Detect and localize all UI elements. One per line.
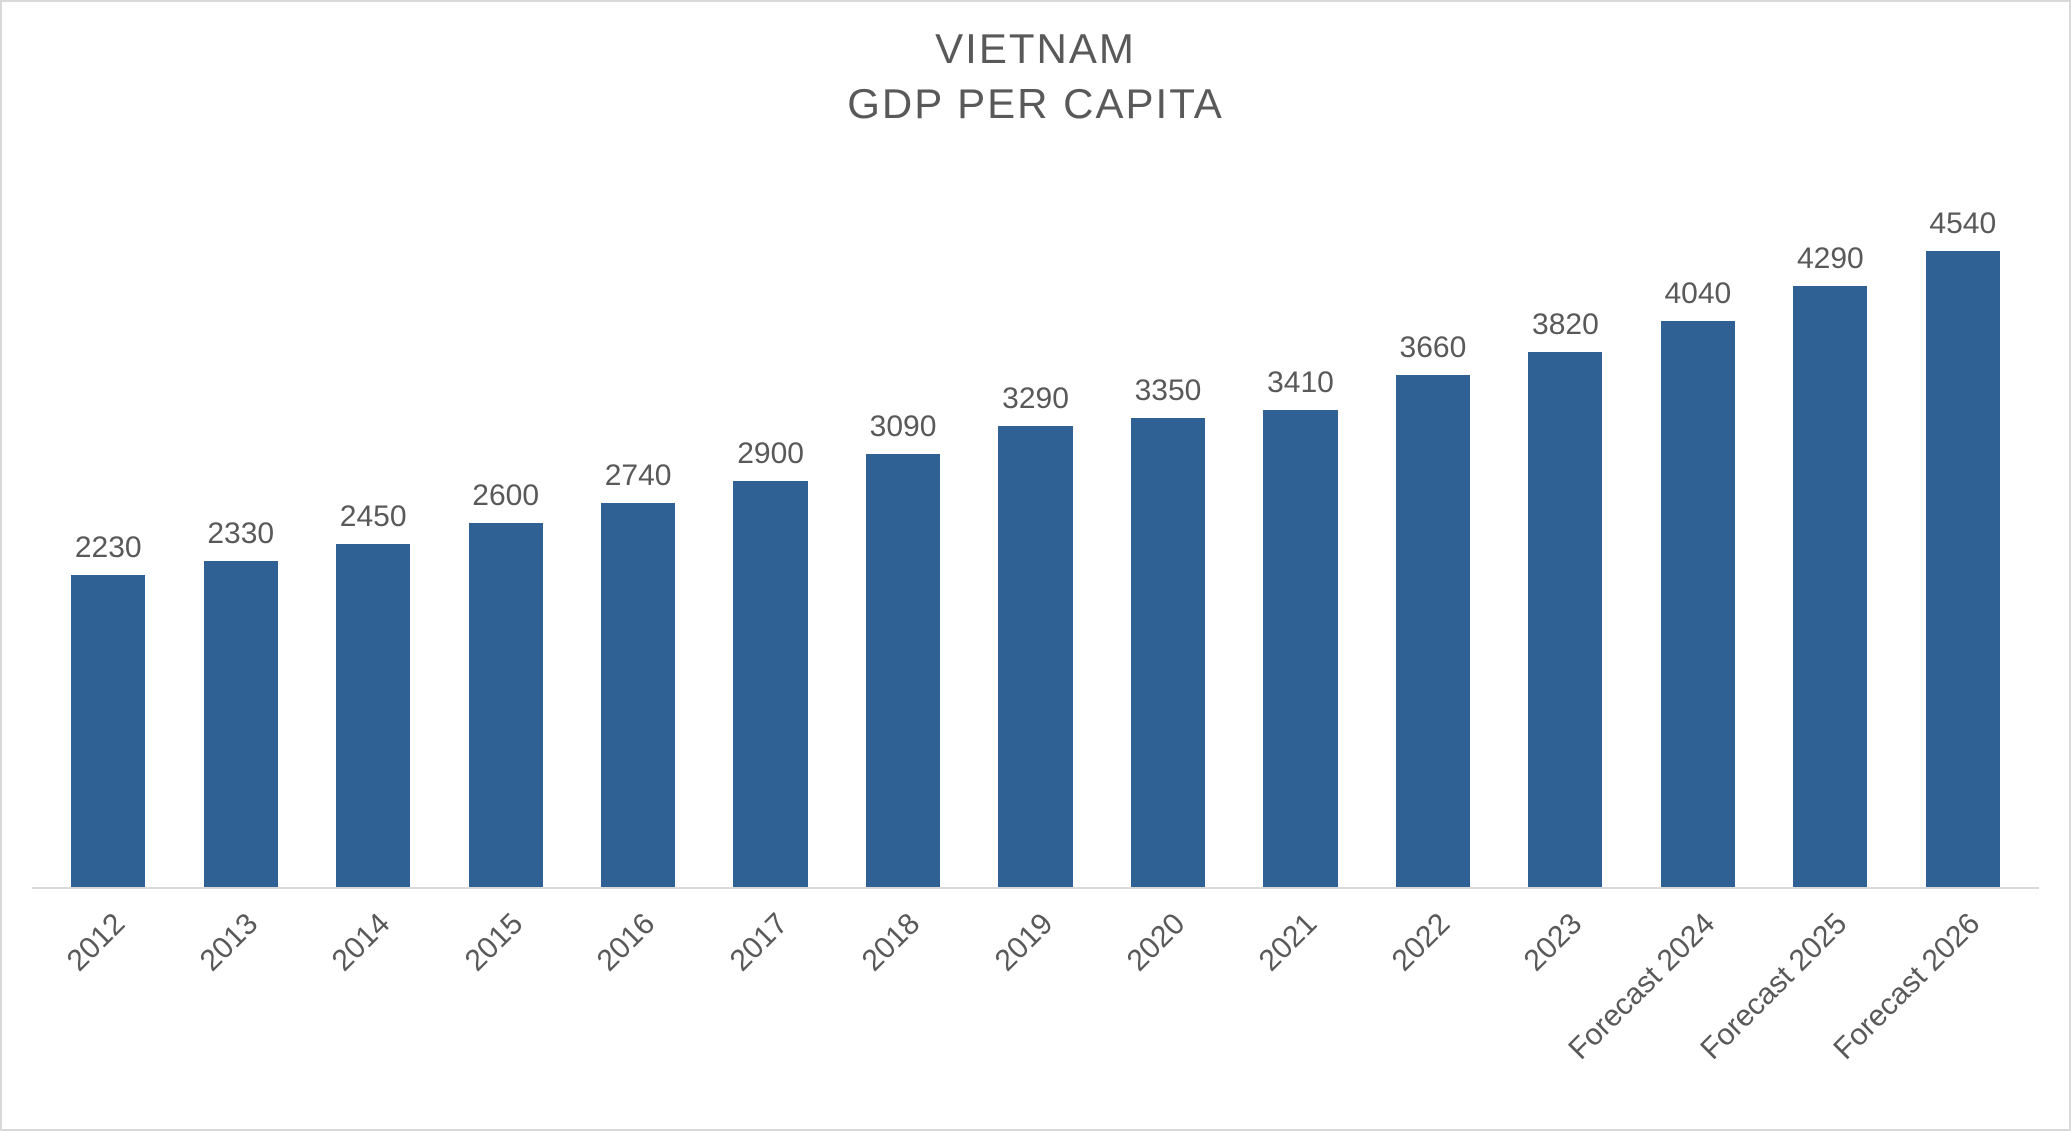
bar-slot: 2600	[439, 151, 571, 887]
x-label-slot: 2020	[1102, 889, 1234, 1119]
bar-slot: 3290	[969, 151, 1101, 887]
bar-value-label: 3660	[1400, 331, 1467, 365]
x-axis-label: 2014	[326, 907, 397, 978]
bar-slot: 3410	[1234, 151, 1366, 887]
bar	[1661, 321, 1735, 887]
bar-slot: 4540	[1897, 151, 2029, 887]
x-axis-label: 2020	[1121, 907, 1192, 978]
bar-slot: 2230	[42, 151, 174, 887]
bar-value-label: 4290	[1797, 242, 1864, 276]
x-axis-label: 2016	[591, 907, 662, 978]
bar-value-label: 3410	[1267, 366, 1334, 400]
plot-area: 2230 2330 2450 2600 2740 2900 3090 3290 3350 3410…	[32, 151, 2039, 1119]
x-axis-label: 2012	[61, 907, 132, 978]
x-label-slot: 2017	[704, 889, 836, 1119]
bar	[1131, 418, 1205, 887]
x-axis-label: 2017	[723, 907, 794, 978]
bar-value-label: 3350	[1135, 374, 1202, 408]
x-label-slot: 2022	[1367, 889, 1499, 1119]
bar-slot: 2900	[704, 151, 836, 887]
x-axis-label: 2022	[1386, 907, 1457, 978]
x-label-slot: 2013	[174, 889, 306, 1119]
bars-row: 2230 2330 2450 2600 2740 2900 3090 3290 3350 3410…	[32, 151, 2039, 889]
bar-value-label: 2740	[605, 459, 672, 493]
bar	[601, 503, 675, 887]
bar	[1396, 375, 1470, 887]
x-label-slot: 2019	[969, 889, 1101, 1119]
bar-slot: 2330	[174, 151, 306, 887]
bar-value-label: 4040	[1664, 277, 1731, 311]
bar-slot: 3350	[1102, 151, 1234, 887]
x-label-slot: 2014	[307, 889, 439, 1119]
bar-slot: 2450	[307, 151, 439, 887]
x-axis-label: 2021	[1253, 907, 1324, 978]
bar-value-label: 2900	[737, 437, 804, 471]
bar-slot: 4040	[1632, 151, 1764, 887]
bar	[866, 454, 940, 887]
bar-slot: 3820	[1499, 151, 1631, 887]
bar-value-label: 3090	[870, 410, 937, 444]
bar	[733, 481, 807, 887]
bar-value-label: 3290	[1002, 382, 1069, 416]
bar-value-label: 2450	[340, 500, 407, 534]
x-axis-label: 2018	[856, 907, 927, 978]
bar	[204, 561, 278, 887]
x-label-slot: Forecast 2026	[1897, 889, 2029, 1119]
x-label-slot: 2016	[572, 889, 704, 1119]
bar-slot: 3090	[837, 151, 969, 887]
x-label-slot: 2015	[439, 889, 571, 1119]
bar-slot: 2740	[572, 151, 704, 887]
x-axis-label: 2015	[458, 907, 529, 978]
chart-container: VIETNAM GDP PER CAPITA 22302330245026002…	[0, 0, 2071, 1131]
title-line-2: GDP PER CAPITA	[32, 77, 2039, 132]
x-axis-labels: 2012 2013 2014 2015 2016 2017 2018 2019 2020 2021…	[32, 889, 2039, 1119]
bar	[1926, 251, 2000, 887]
x-label-slot: 2018	[837, 889, 969, 1119]
bar-slot: 4290	[1764, 151, 1896, 887]
bar	[998, 426, 1072, 887]
x-label-slot: 2012	[42, 889, 174, 1119]
x-axis-label: 2019	[988, 907, 1059, 978]
x-axis-label: 2023	[1518, 907, 1589, 978]
bar-slot: 3660	[1367, 151, 1499, 887]
bar	[1793, 286, 1867, 887]
x-axis-label: 2013	[194, 907, 265, 978]
bar	[1528, 352, 1602, 887]
bar-value-label: 2600	[472, 479, 539, 513]
bar-value-label: 2230	[75, 531, 142, 565]
x-label-slot: 2021	[1234, 889, 1366, 1119]
bar	[469, 523, 543, 887]
bar	[1263, 410, 1337, 887]
bar-value-label: 4540	[1929, 207, 1996, 241]
bar-value-label: 3820	[1532, 308, 1599, 342]
bar-value-label: 2330	[207, 517, 274, 551]
title-line-1: VIETNAM	[32, 22, 2039, 77]
bar	[336, 544, 410, 887]
bar	[71, 575, 145, 887]
chart-title: VIETNAM GDP PER CAPITA	[32, 22, 2039, 131]
